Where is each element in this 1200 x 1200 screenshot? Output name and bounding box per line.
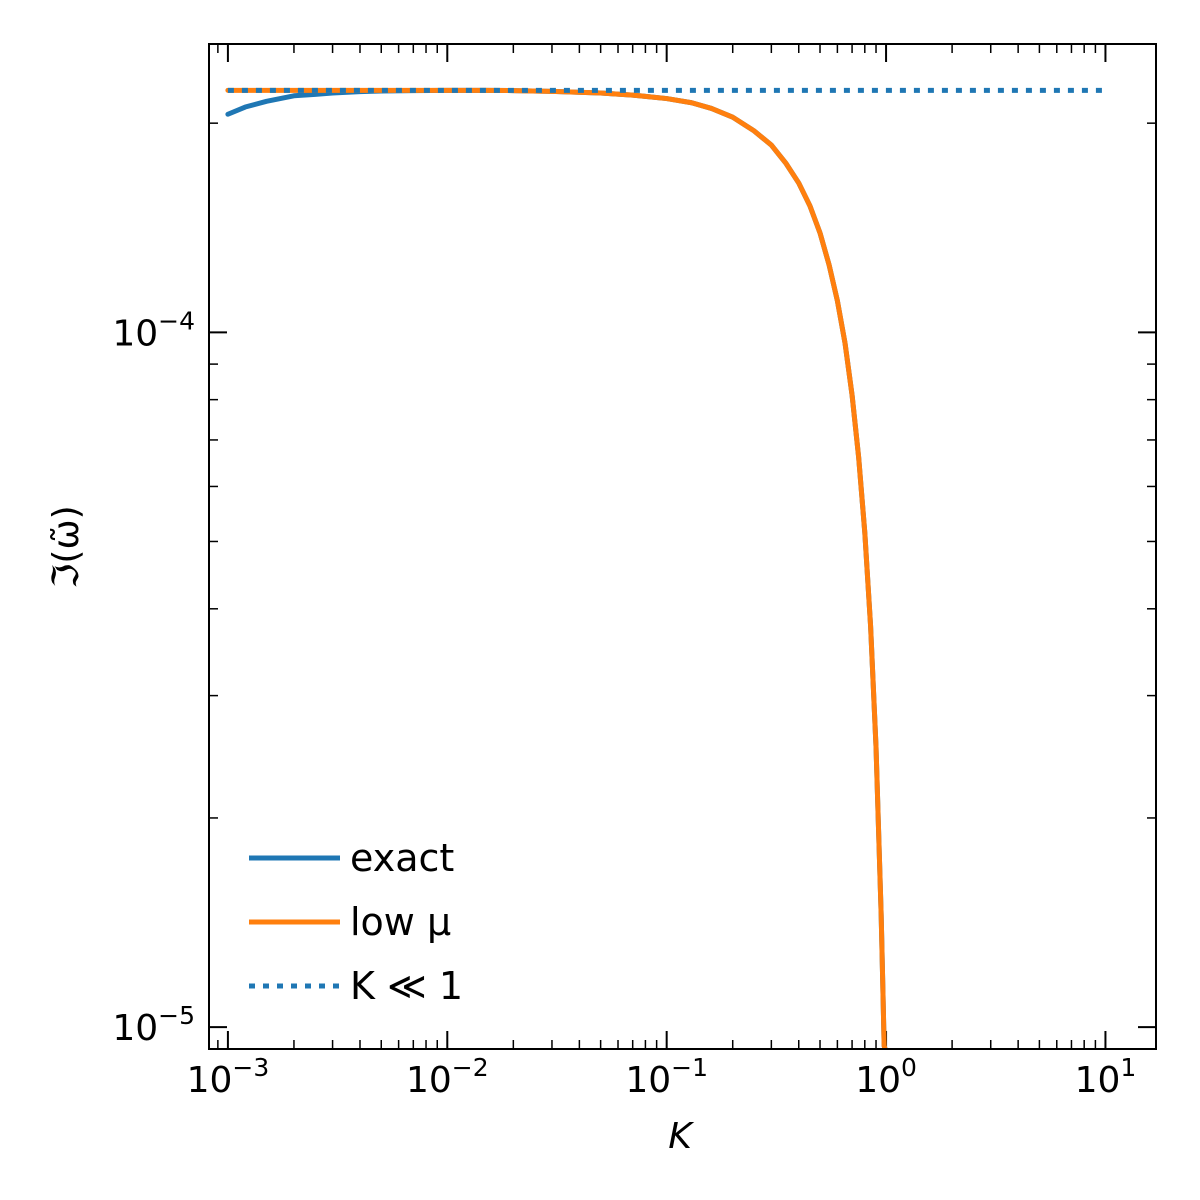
- x-tick-label: 10−2: [406, 1053, 489, 1101]
- minor-ticks: [209, 44, 1156, 1049]
- x-tick-label: 10−1: [625, 1053, 708, 1101]
- legend-label-2: K ≪ 1: [350, 964, 463, 1008]
- x-tick-labels: 10−3 10−2 10−1 100 101: [187, 1053, 1137, 1101]
- y-axis-label: ℑ(ω̃): [46, 505, 87, 588]
- x-tick-label: 100: [855, 1053, 917, 1101]
- plot-lines: [225, 87, 1106, 1049]
- y-tick-label: 10−5: [112, 1001, 195, 1049]
- plot-frame: [208, 43, 1157, 1050]
- x-tick-label: 10−3: [187, 1053, 270, 1101]
- x-axis-label: K: [668, 1116, 694, 1157]
- y-tick-labels: 10−4 10−5: [112, 306, 195, 1049]
- legend-label-0: exact: [350, 836, 454, 880]
- legend: exact low μ K ≪ 1: [249, 836, 463, 1008]
- y-tick-label: 10−4: [112, 306, 195, 354]
- series-line-1: [225, 87, 888, 1049]
- x-tick-label: 101: [1075, 1053, 1137, 1101]
- legend-label-1: low μ: [350, 900, 451, 944]
